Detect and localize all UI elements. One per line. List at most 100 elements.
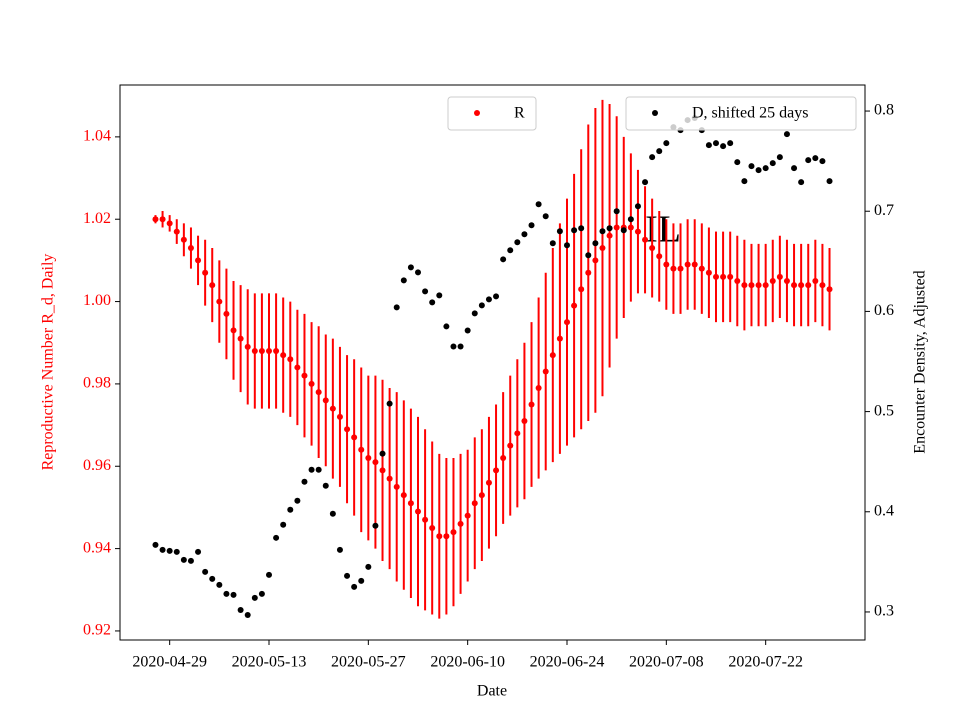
- point: [195, 257, 202, 264]
- point: [202, 269, 209, 276]
- point: [599, 245, 606, 252]
- point: [783, 131, 790, 138]
- point: [755, 282, 762, 289]
- x-tick-label: 2020-07-22: [728, 654, 803, 671]
- point: [379, 450, 386, 457]
- x-tick-label: 2020-05-13: [232, 654, 307, 671]
- point: [280, 352, 287, 359]
- point: [464, 327, 471, 334]
- point: [351, 583, 358, 590]
- point: [315, 389, 322, 396]
- point: [450, 529, 457, 536]
- point: [457, 520, 464, 527]
- point: [429, 525, 436, 532]
- point: [187, 245, 194, 252]
- point: [549, 352, 556, 359]
- point: [386, 400, 393, 407]
- x-tick-label: 2020-05-27: [331, 654, 406, 671]
- point: [365, 563, 372, 570]
- point: [812, 155, 819, 162]
- legend-marker: [474, 110, 480, 116]
- point: [720, 273, 727, 280]
- point: [564, 319, 570, 326]
- point: [358, 577, 365, 584]
- point: [287, 506, 294, 513]
- point: [727, 140, 734, 147]
- point: [415, 508, 421, 515]
- point: [159, 546, 166, 553]
- point: [251, 347, 258, 354]
- point: [741, 178, 748, 185]
- point: [578, 286, 585, 293]
- point: [478, 302, 485, 309]
- legend-label: D, shifted 25 days: [692, 105, 808, 122]
- point: [734, 277, 741, 284]
- point: [805, 282, 812, 289]
- point: [791, 165, 798, 172]
- point: [450, 343, 457, 350]
- point: [585, 269, 592, 276]
- point: [471, 310, 478, 317]
- point: [798, 282, 805, 289]
- point: [542, 213, 549, 220]
- point: [230, 327, 237, 334]
- point: [436, 533, 443, 540]
- point: [237, 335, 244, 342]
- point: [315, 466, 322, 473]
- point: [180, 556, 187, 563]
- point: [528, 401, 535, 408]
- point: [649, 245, 656, 252]
- point: [720, 143, 727, 150]
- point: [393, 483, 400, 490]
- point: [187, 557, 194, 564]
- point: [372, 522, 379, 529]
- point: [826, 178, 833, 185]
- point: [670, 265, 677, 272]
- point: [372, 459, 379, 466]
- point: [230, 591, 237, 598]
- point: [393, 304, 400, 311]
- point: [202, 568, 209, 575]
- point: [407, 500, 414, 507]
- y-axis-label: Reproductive Number R_d, Daily: [40, 254, 57, 471]
- point: [741, 282, 748, 289]
- point: [620, 227, 627, 234]
- point: [691, 261, 698, 268]
- point: [734, 159, 741, 166]
- point: [258, 347, 265, 354]
- point: [791, 282, 798, 289]
- point: [642, 236, 649, 243]
- point: [344, 572, 351, 579]
- point: [308, 380, 315, 387]
- point: [663, 261, 670, 268]
- point: [301, 478, 308, 485]
- point: [493, 467, 500, 474]
- point: [500, 256, 507, 263]
- point: [528, 222, 535, 229]
- x-tick-label: 2020-06-10: [430, 654, 505, 671]
- point: [273, 534, 280, 541]
- point: [386, 475, 393, 482]
- point: [358, 446, 365, 453]
- point: [571, 227, 578, 234]
- point: [471, 500, 478, 507]
- x-tick-label: 2020-04-29: [132, 654, 207, 671]
- point: [684, 261, 691, 268]
- point: [493, 293, 500, 300]
- legend: R: [447, 96, 537, 131]
- point: [166, 547, 173, 554]
- point: [705, 142, 712, 149]
- point: [556, 228, 563, 235]
- point: [365, 455, 372, 462]
- point: [592, 240, 599, 247]
- legend: D, shifted 25 days: [625, 96, 857, 131]
- point: [713, 273, 719, 280]
- point: [436, 292, 443, 299]
- point: [634, 228, 641, 235]
- point: [783, 277, 790, 284]
- point: [216, 298, 223, 305]
- point: [705, 269, 712, 276]
- point: [535, 385, 542, 392]
- annotation: IL: [645, 209, 681, 251]
- point: [698, 265, 705, 272]
